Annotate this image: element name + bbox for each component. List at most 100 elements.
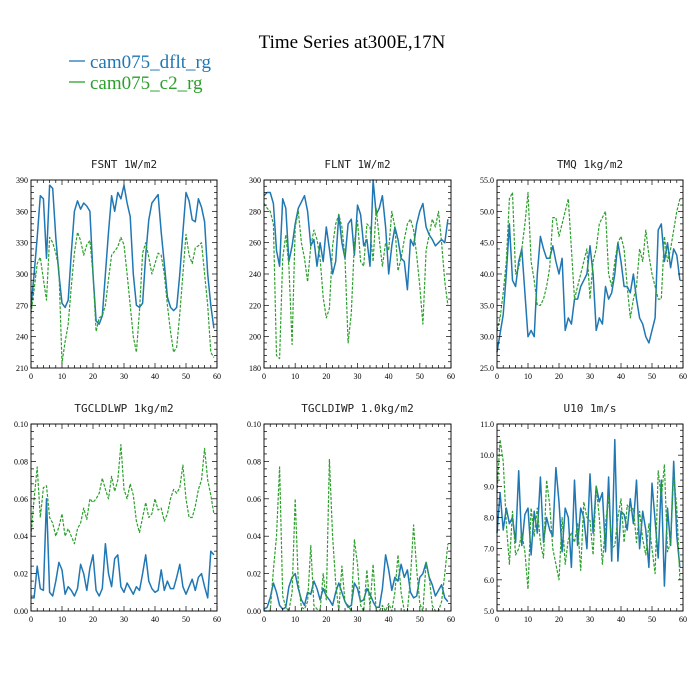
y-tick-label: 0.10 xyxy=(14,420,28,429)
x-tick-label: 60 xyxy=(213,615,221,624)
x-tick-label: 30 xyxy=(120,372,128,381)
y-tick-label: 0.06 xyxy=(14,495,28,504)
series-line-c2 xyxy=(30,231,215,364)
series-line-c2 xyxy=(496,191,681,331)
panel-tgcldlwp: TGCLDLWP 1kg/m2 0 10 20 30 40 50 60 0.00 0.02 0.04… xyxy=(14,402,221,624)
panel-tmq: TMQ 1kg/m2 0 10 20 30 40 50 60 25.0 30.0 35.0 40.0 4… xyxy=(480,158,687,381)
x-tick-label: 10 xyxy=(524,615,532,624)
y-tick-label: 10.0 xyxy=(480,451,494,460)
y-tick-label: 300 xyxy=(16,270,28,279)
y-tick-label: 360 xyxy=(16,207,28,216)
x-tick-label: 20 xyxy=(89,372,97,381)
x-tick-label: 0 xyxy=(495,372,499,381)
x-tick-label: 30 xyxy=(354,615,362,624)
panels: FSNT 1W/m20 10 20 30 40 50 6021024027030033036… xyxy=(14,158,687,624)
y-tick-label: 30.0 xyxy=(480,333,494,342)
x-tick-label: 30 xyxy=(120,615,128,624)
legend-label-dflt: cam075_dflt_rg xyxy=(90,52,212,73)
x-tick-label: 20 xyxy=(322,615,330,624)
x-tick-label: 50 xyxy=(648,372,656,381)
y-tick-label: 0.06 xyxy=(247,495,261,504)
y-tick-label: 9.0 xyxy=(484,482,494,491)
y-tick-label: 240 xyxy=(249,270,261,279)
x-tick-label: 10 xyxy=(291,615,299,624)
x-tick-label: 10 xyxy=(58,615,66,624)
y-tick-label: 390 xyxy=(16,176,28,185)
x-tick-label: 40 xyxy=(151,615,159,624)
panel-title: TMQ 1kg/m2 xyxy=(557,158,623,171)
y-tick-label: 5.0 xyxy=(484,607,494,616)
legend: cam075_dflt_rg cam075_c2_rg xyxy=(69,52,212,94)
x-tick-label: 40 xyxy=(617,615,625,624)
x-tick-label: 0 xyxy=(29,615,33,624)
panel-u10: U10 1m/s 0 10 20 30 40 50 60 5.0 6.0 7.0 8.0 9.0 10.0… xyxy=(480,402,687,624)
x-tick-label: 20 xyxy=(89,615,97,624)
y-tick-label: 0.04 xyxy=(247,532,261,541)
y-tick-label: 11.0 xyxy=(480,420,494,429)
x-tick-label: 60 xyxy=(447,372,455,381)
panel-title: TGCLDLWP 1kg/m2 xyxy=(74,402,173,415)
x-tick-label: 60 xyxy=(679,372,687,381)
y-tick-label: 0.00 xyxy=(247,607,261,616)
x-tick-label: 50 xyxy=(416,372,424,381)
x-tick-label: 50 xyxy=(416,615,424,624)
x-tick-label: 60 xyxy=(679,615,687,624)
x-tick-label: 0 xyxy=(29,372,33,381)
x-tick-label: 40 xyxy=(385,372,393,381)
y-tick-label: 0.08 xyxy=(247,457,261,466)
series-line-dflt xyxy=(496,438,681,587)
panel-flnt: FLNT 1W/m2 0 10 20 30 40 50 60 180 200 220 240 260 28… xyxy=(249,158,455,381)
y-tick-label: 260 xyxy=(249,239,261,248)
figure-title: Time Series at300E,17N xyxy=(259,32,446,53)
y-tick-label: 280 xyxy=(249,207,261,216)
plot-frame xyxy=(496,179,684,369)
x-tick-label: 20 xyxy=(322,372,330,381)
x-tick-label: 50 xyxy=(648,615,656,624)
panel-title: U10 1m/s xyxy=(564,402,617,415)
y-tick-label: 0.04 xyxy=(14,532,28,541)
y-tick-label: 330 xyxy=(16,239,28,248)
plot-frame xyxy=(30,423,218,612)
x-tick-label: 60 xyxy=(447,615,455,624)
panel-title: FLNT 1W/m2 xyxy=(324,158,390,171)
y-tick-label: 8.0 xyxy=(484,514,494,523)
y-tick-label: 220 xyxy=(249,301,261,310)
x-tick-label: 60 xyxy=(213,372,221,381)
y-tick-label: 0.00 xyxy=(14,607,28,616)
panel-title: TGCLDIWP 1.0kg/m2 xyxy=(301,402,414,415)
series-line-c2 xyxy=(496,439,681,590)
x-tick-label: 30 xyxy=(586,615,594,624)
x-tick-label: 0 xyxy=(495,615,499,624)
legend-label-c2: cam075_c2_rg xyxy=(90,73,203,94)
y-tick-label: 45.0 xyxy=(480,239,494,248)
x-tick-label: 50 xyxy=(182,615,190,624)
x-tick-label: 30 xyxy=(586,372,594,381)
y-tick-label: 0.02 xyxy=(14,570,28,579)
series-line-c2 xyxy=(263,203,449,360)
y-tick-label: 50.0 xyxy=(480,207,494,216)
series-line-dflt xyxy=(263,554,449,610)
series-line-dflt xyxy=(30,184,215,329)
y-tick-label: 210 xyxy=(16,364,28,373)
y-tick-label: 270 xyxy=(16,301,28,310)
x-tick-label: 40 xyxy=(151,372,159,381)
x-tick-label: 20 xyxy=(555,372,563,381)
panel-fsnt: FSNT 1W/m2 0 10 20 30 40 50 60 210 240 270 300 330 36… xyxy=(16,158,221,381)
y-tick-label: 240 xyxy=(16,333,28,342)
y-tick-label: 300 xyxy=(249,176,261,185)
x-tick-label: 40 xyxy=(617,372,625,381)
y-tick-label: 0.02 xyxy=(247,570,261,579)
series-line-c2 xyxy=(30,444,215,545)
x-tick-label: 10 xyxy=(58,372,66,381)
y-tick-label: 180 xyxy=(249,364,261,373)
series-line-dflt xyxy=(31,498,215,599)
y-tick-label: 40.0 xyxy=(480,270,494,279)
panel-tgcldiwp: TGCLDIWP 1.0kg/m2 0 10 20 30 40 50 60 0.00 0.02 0.… xyxy=(247,402,455,624)
y-tick-label: 0.08 xyxy=(14,457,28,466)
series-line-c2 xyxy=(264,458,449,612)
x-tick-label: 10 xyxy=(291,372,299,381)
x-tick-label: 0 xyxy=(262,372,266,381)
x-tick-label: 50 xyxy=(182,372,190,381)
series-line-dflt xyxy=(496,223,681,353)
